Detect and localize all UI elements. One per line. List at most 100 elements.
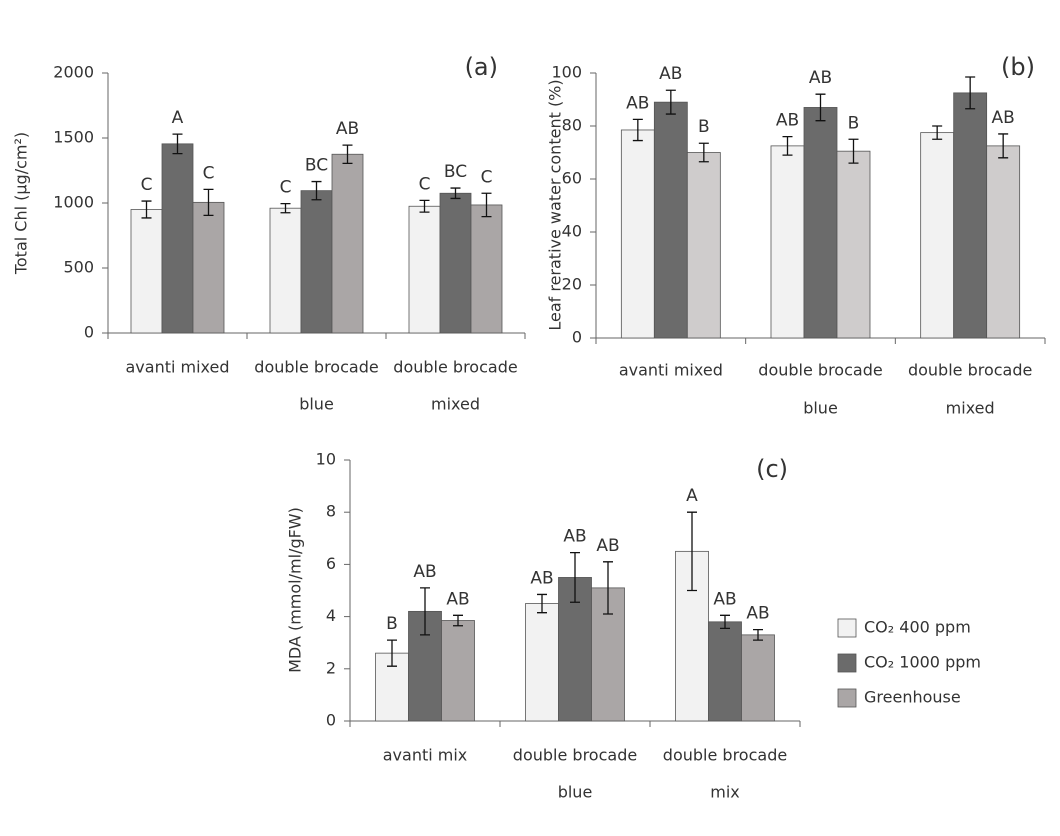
error-bar	[932, 125, 943, 140]
x-tick-label: double brocade	[908, 361, 1032, 380]
bar	[686, 152, 721, 339]
bar	[300, 190, 333, 334]
x-tick-label: double brocade	[254, 358, 378, 377]
y-axis-title: MDA (mmol/ml/gFW)	[286, 507, 305, 673]
error-bar	[815, 93, 826, 122]
error-bar	[720, 614, 730, 629]
error-bar	[481, 192, 492, 218]
significance-label: B	[386, 614, 398, 634]
bar	[986, 145, 1021, 339]
significance-label: AB	[563, 527, 586, 547]
x-tick-label: avanti mix	[383, 746, 468, 765]
error-bar	[342, 144, 353, 164]
bar	[331, 153, 364, 334]
significance-label: AB	[413, 562, 436, 582]
error-bar	[280, 203, 291, 214]
significance-label: AB	[713, 589, 736, 609]
error-bar	[753, 629, 763, 641]
significance-label: BC	[305, 156, 328, 176]
significance-label: AB	[659, 64, 682, 84]
x-tick-label: double brocade	[663, 746, 787, 765]
significance-label: AB	[992, 108, 1015, 128]
x-tick-label: double brocade	[393, 358, 517, 377]
error-bar	[570, 552, 580, 603]
bar	[836, 150, 871, 339]
bar	[770, 145, 805, 339]
y-tick-label: 0	[84, 323, 94, 342]
significance-label: AB	[596, 536, 619, 556]
significance-label: C	[141, 175, 153, 195]
significance-label: AB	[626, 93, 649, 113]
bar	[130, 209, 163, 334]
x-tick-label: mix	[710, 783, 740, 802]
significance-label: A	[686, 486, 698, 506]
bar	[803, 107, 838, 339]
y-tick-label: 80	[562, 116, 582, 135]
y-axis-title: Total Chl (μg/cm²)	[12, 132, 31, 275]
bar	[653, 101, 688, 339]
y-tick-label: 10	[316, 450, 336, 469]
bar	[439, 192, 472, 334]
significance-label: AB	[446, 589, 469, 609]
significance-label: B	[698, 117, 710, 137]
x-tick-label: mixed	[431, 395, 480, 414]
x-tick-label: double brocade	[758, 361, 882, 380]
error-bar	[387, 639, 397, 667]
error-bar	[998, 133, 1009, 159]
significance-label: AB	[746, 604, 769, 624]
error-bar	[632, 118, 643, 142]
y-tick-label: 4	[326, 606, 336, 625]
bar	[441, 620, 475, 722]
bar	[953, 92, 988, 339]
y-tick-label: 60	[562, 169, 582, 188]
error-bar	[537, 593, 547, 614]
bar	[920, 132, 955, 339]
panel-label: (c)	[756, 455, 788, 483]
y-tick-label: 0	[326, 711, 336, 730]
bar	[708, 621, 742, 722]
x-tick-label: avanti mixed	[619, 361, 723, 380]
error-bar	[420, 587, 430, 636]
legend-swatch	[837, 653, 857, 673]
bar	[408, 205, 441, 334]
error-bar	[141, 200, 152, 219]
y-tick-label: 20	[562, 275, 582, 294]
error-bar	[782, 135, 793, 156]
significance-label: B	[848, 113, 860, 133]
bar	[525, 603, 559, 722]
x-tick-label: avanti mixed	[125, 358, 229, 377]
legend-label: CO₂ 1000 ppm	[864, 653, 981, 672]
bar	[741, 634, 775, 722]
y-tick-label: 8	[326, 502, 336, 521]
x-tick-label: blue	[558, 783, 593, 802]
bar	[620, 129, 655, 339]
error-bar	[848, 138, 859, 164]
x-tick-label: blue	[803, 399, 838, 418]
legend-box	[830, 607, 1022, 720]
error-bar	[450, 187, 461, 200]
significance-label: AB	[530, 568, 553, 588]
panel-label: (b)	[1001, 53, 1035, 81]
x-tick-label: mixed	[946, 399, 995, 418]
significance-label: BC	[444, 162, 467, 182]
significance-label: C	[280, 178, 292, 198]
bar	[269, 207, 302, 334]
panel-label: (a)	[465, 53, 498, 81]
y-tick-label: 2	[326, 658, 336, 677]
legend-swatch	[837, 688, 857, 708]
y-tick-label: 6	[326, 554, 336, 573]
error-bar	[311, 180, 322, 201]
significance-label: AB	[809, 68, 832, 88]
y-axis-title: Leaf rerative water content (%)	[546, 79, 565, 330]
error-bar	[665, 89, 676, 115]
bar	[192, 201, 225, 334]
significance-label: AB	[776, 111, 799, 131]
y-tick-label: 500	[63, 258, 94, 277]
significance-label: A	[172, 108, 184, 128]
x-tick-label: double brocade	[513, 746, 637, 765]
y-tick-label: 1500	[53, 128, 94, 147]
significance-label: AB	[336, 119, 359, 139]
error-bar	[172, 133, 183, 155]
error-bar	[687, 511, 697, 592]
y-tick-label: 0	[572, 328, 582, 347]
